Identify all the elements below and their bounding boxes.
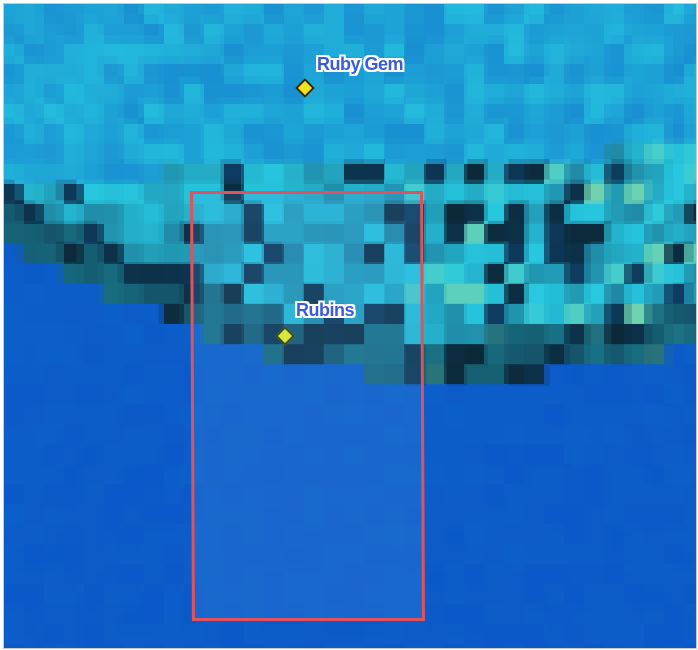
map-view[interactable]: Ruby Gem Rubins [3, 3, 697, 649]
rubins-label[interactable]: Rubins [296, 300, 355, 320]
selection-rectangle[interactable] [190, 191, 425, 621]
ruby-gem-label[interactable]: Ruby Gem [317, 54, 404, 74]
satellite-imagery[interactable] [4, 4, 696, 648]
